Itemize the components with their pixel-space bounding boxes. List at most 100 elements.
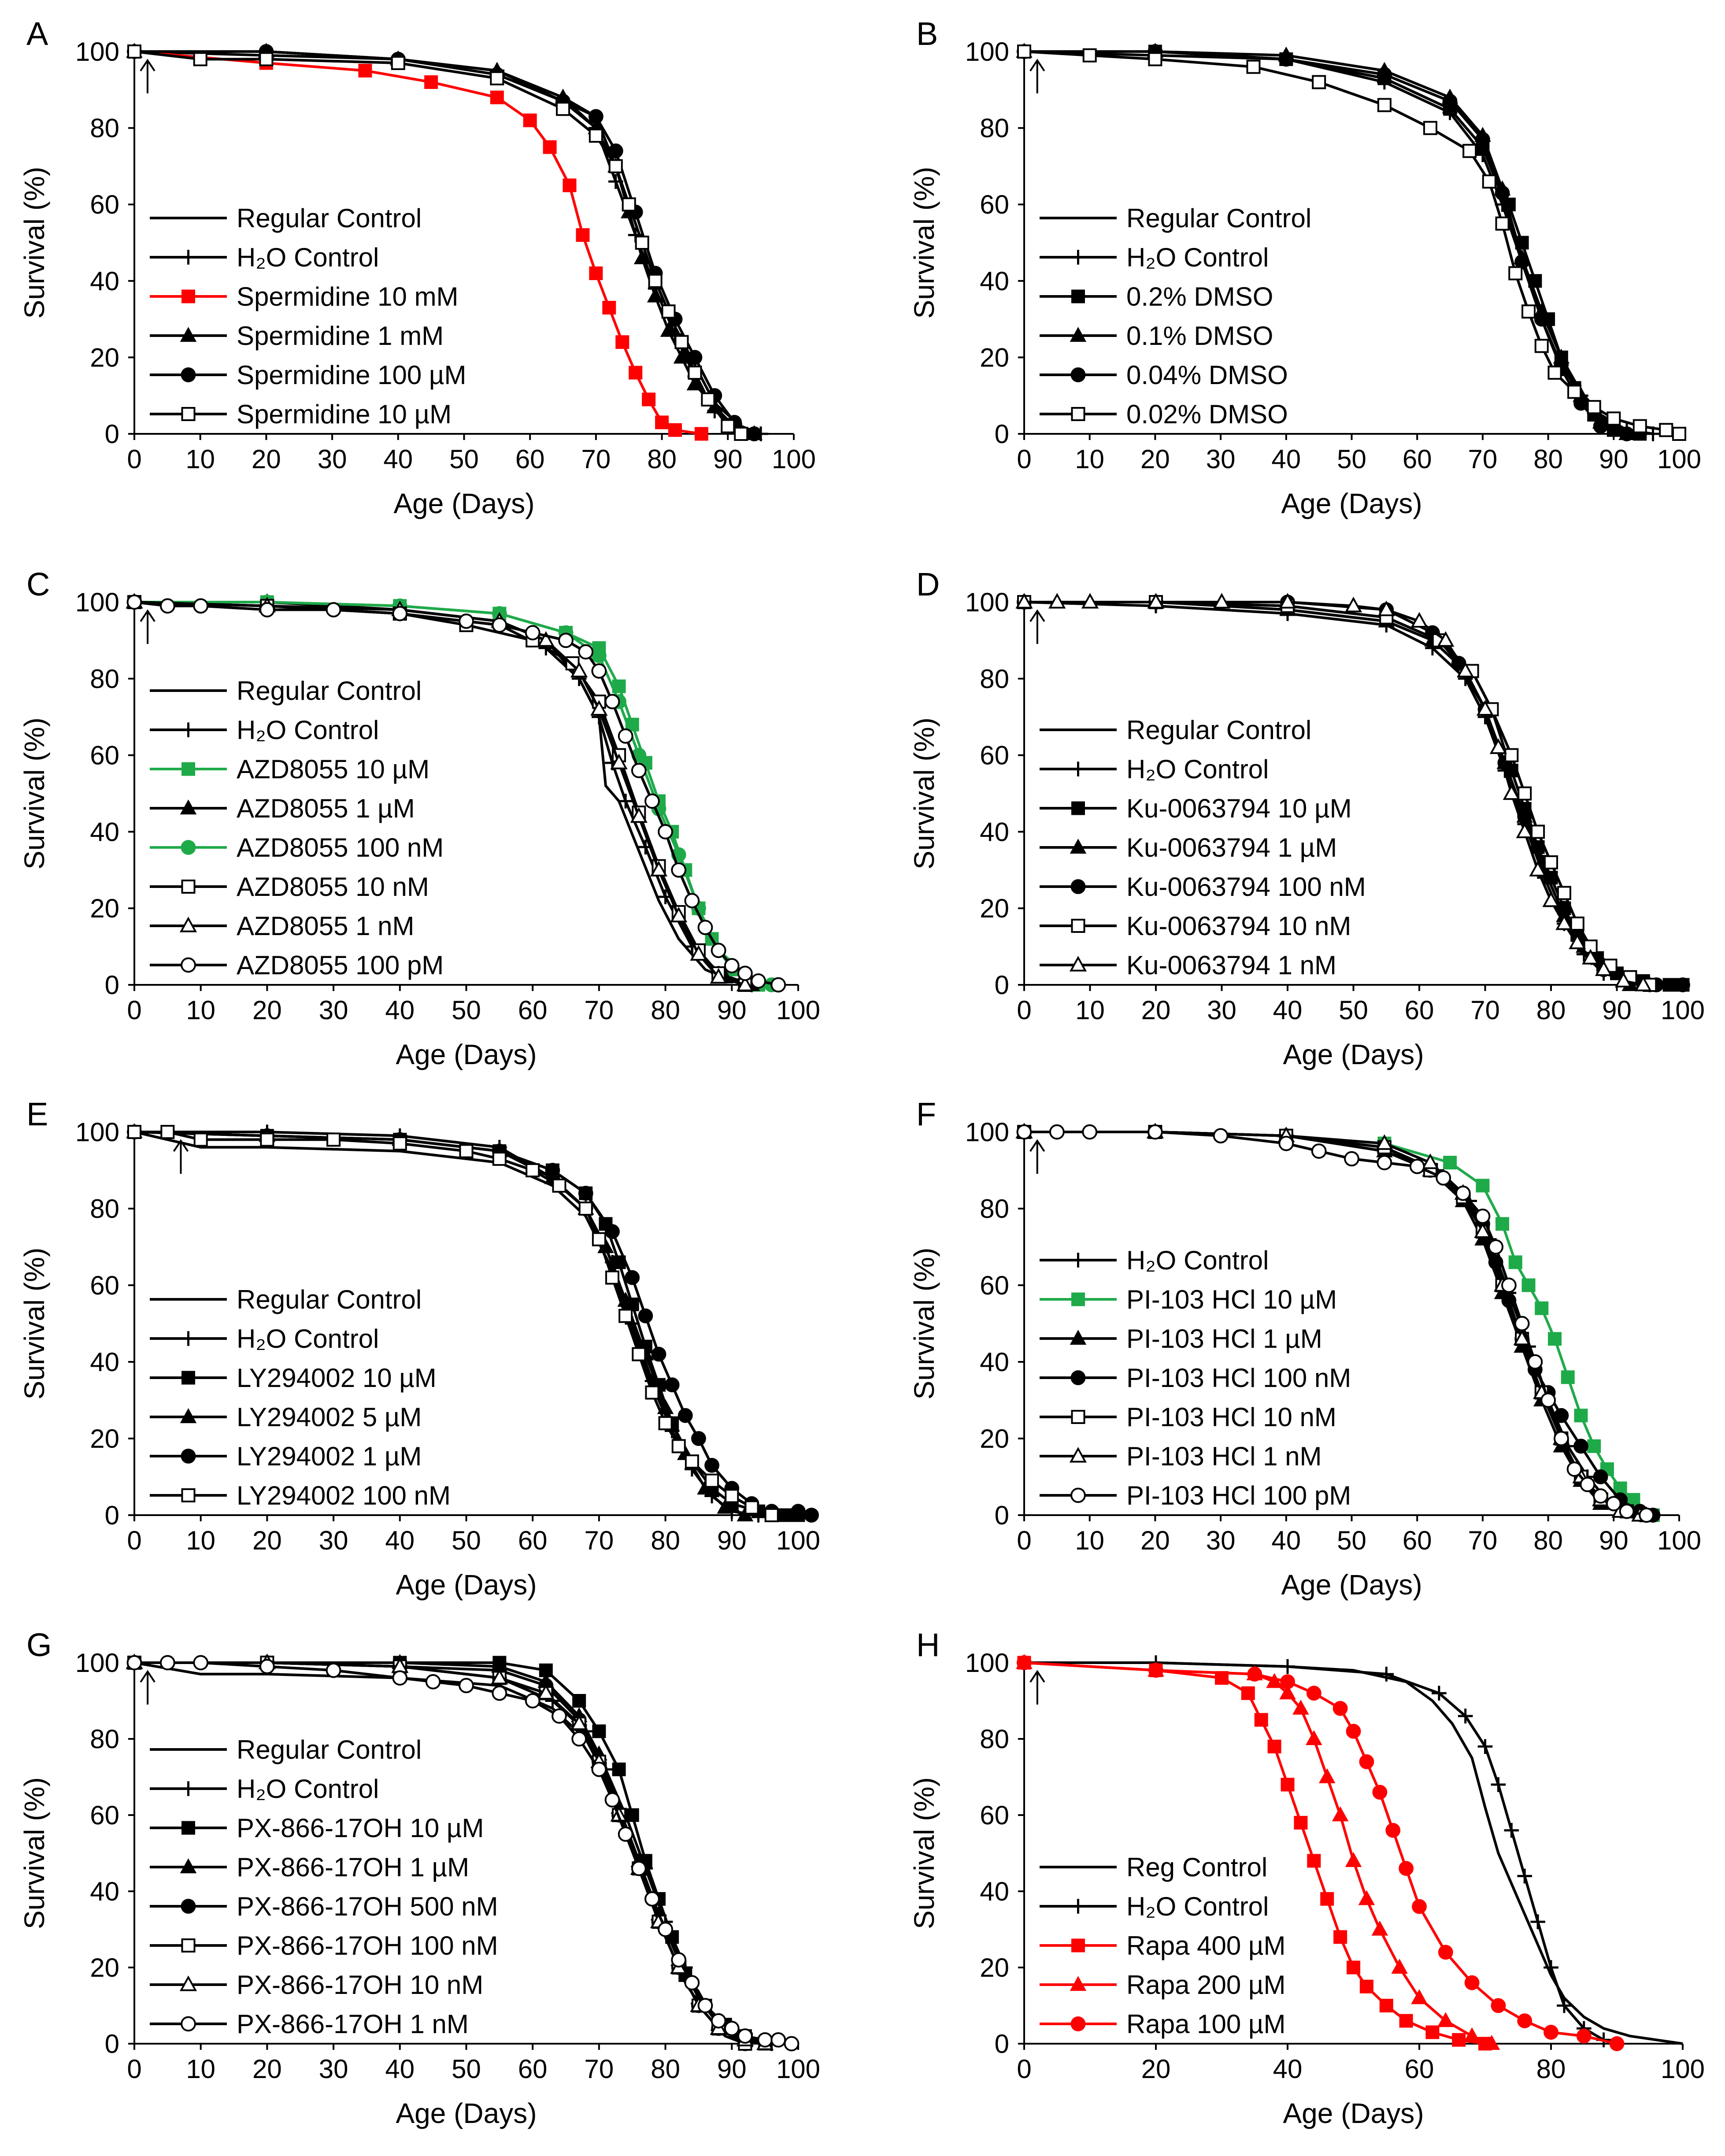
data-point <box>578 644 594 660</box>
data-point <box>685 1454 699 1469</box>
series-ly294002-100-nm <box>127 1125 779 1522</box>
legend-item: Regular Control <box>1040 203 1311 233</box>
data-point <box>1279 593 1296 609</box>
series-pi-103-hcl-100-pm <box>1016 1124 1655 1523</box>
legend-marker <box>1071 289 1085 303</box>
x-tick-label: 70 <box>1468 1526 1498 1555</box>
y-tick-label: 40 <box>980 1877 1009 1906</box>
legend-label: Spermidine 1 mM <box>237 321 444 351</box>
data-point <box>1530 1914 1545 1929</box>
data-point <box>1332 1806 1349 1822</box>
y-tick-label: 40 <box>980 266 1009 296</box>
data-point <box>1320 1892 1334 1906</box>
treatment-start-arrow <box>140 1670 155 1705</box>
legend-item: H₂O Control <box>1040 1892 1269 1921</box>
series-line <box>1024 1661 1618 2045</box>
data-point <box>1437 2012 1454 2027</box>
x-tick-label: 30 <box>1207 995 1236 1025</box>
y-tick-label: 60 <box>980 1801 1009 1830</box>
data-point <box>605 1270 620 1285</box>
legend-label: 0.04% DMSO <box>1126 360 1288 390</box>
data-point <box>1495 216 1510 231</box>
legend-item: AZD8055 1 nM <box>150 911 415 941</box>
data-point <box>1280 1659 1295 1674</box>
data-point <box>1409 1158 1425 1174</box>
x-tick-label: 50 <box>1337 444 1366 474</box>
data-point <box>1246 59 1261 74</box>
series-line <box>1024 1661 1618 2045</box>
data-point <box>1391 1959 1408 1974</box>
x-tick-label: 70 <box>1470 995 1500 1025</box>
legend-label: Ku-0063794 10 µM <box>1126 794 1352 823</box>
data-point <box>1359 1754 1374 1769</box>
data-point <box>1306 1730 1322 1746</box>
data-point <box>490 90 504 104</box>
legend-label: Regular Control <box>237 203 422 233</box>
x-tick-label: 0 <box>127 995 141 1025</box>
x-tick-label: 60 <box>518 1526 548 1555</box>
legend-item: Ku-0063794 100 nM <box>1040 872 1366 902</box>
data-point <box>673 348 690 364</box>
series-azd8055-1-um <box>126 593 760 991</box>
data-point <box>770 2032 786 2048</box>
data-point <box>618 794 633 809</box>
x-tick-label: 50 <box>452 2054 481 2084</box>
data-point <box>1436 1170 1451 1186</box>
x-tick-label: 0 <box>127 444 141 474</box>
panel-a: 0 10 20 30 40 50 60 70 80 90 100 0 20 40 60 80 100 Age (D… <box>19 15 816 519</box>
data-point <box>1452 2033 1466 2047</box>
data-point <box>747 426 762 441</box>
series-ly294002-5-um <box>126 1123 754 1522</box>
x-tick-label: 80 <box>651 1526 680 1555</box>
legend-f: H₂O Control PI-103 HCl 10 µM PI-103 HCl 1 … <box>1040 1246 1351 1510</box>
data-point <box>671 862 687 878</box>
legend-label: 0.02% DMSO <box>1126 399 1288 429</box>
data-point <box>525 625 540 640</box>
series-line <box>134 1131 746 1516</box>
data-point <box>1376 1134 1393 1150</box>
data-point <box>1491 1998 1506 2013</box>
y-tick-label: 100 <box>965 1648 1009 1678</box>
x-tick-label: 40 <box>1273 2054 1303 2084</box>
data-point <box>259 602 275 618</box>
treatment-start-arrow <box>173 1139 189 1174</box>
x-tick-label: 50 <box>1339 995 1368 1025</box>
legend-item: 0.02% DMSO <box>1040 399 1288 429</box>
data-point <box>631 1860 647 1876</box>
x-tick-label: 0 <box>1017 995 1031 1025</box>
data-point <box>552 1708 567 1724</box>
data-point <box>523 113 537 127</box>
legend-item: Rapa 400 µM <box>1040 1931 1285 1960</box>
data-point <box>674 335 689 349</box>
y-tick-label: 20 <box>980 1424 1009 1453</box>
x-tick-label: 70 <box>585 1526 614 1555</box>
data-point <box>1292 1699 1309 1715</box>
x-tick-label: 100 <box>1657 444 1701 474</box>
series-line <box>134 601 746 986</box>
data-point <box>1574 1409 1588 1423</box>
x-tick-label: 90 <box>1599 1526 1629 1555</box>
legend-label: AZD8055 10 nM <box>237 872 429 902</box>
legend-item: H₂O Control <box>150 243 379 272</box>
legend-item: Spermidine 100 µM <box>150 360 466 390</box>
legend-label: Regular Control <box>1126 203 1311 233</box>
series-line <box>134 601 752 986</box>
data-point <box>1531 825 1545 839</box>
data-point <box>1247 1667 1262 1682</box>
data-point <box>622 197 636 212</box>
data-point <box>1606 1496 1621 1512</box>
legend-label: Ku-0063794 100 nM <box>1126 872 1366 902</box>
legend-marker <box>181 722 196 737</box>
data-point <box>159 1655 175 1671</box>
legend-label: AZD8055 100 nM <box>237 833 444 862</box>
x-tick-label: 100 <box>776 995 820 1025</box>
x-tick-label: 60 <box>1405 995 1434 1025</box>
y-tick-label: 60 <box>90 1271 119 1300</box>
legend-item: PI-103 HCl 100 nM <box>1040 1363 1351 1393</box>
data-point <box>697 920 713 936</box>
data-point <box>1399 1861 1414 1876</box>
x-tick-label: 90 <box>1602 995 1632 1025</box>
data-point <box>1379 1667 1394 1682</box>
series-ku-0063794-10-um <box>1017 595 1690 992</box>
legend-item: LY294002 1 µM <box>150 1442 422 1471</box>
